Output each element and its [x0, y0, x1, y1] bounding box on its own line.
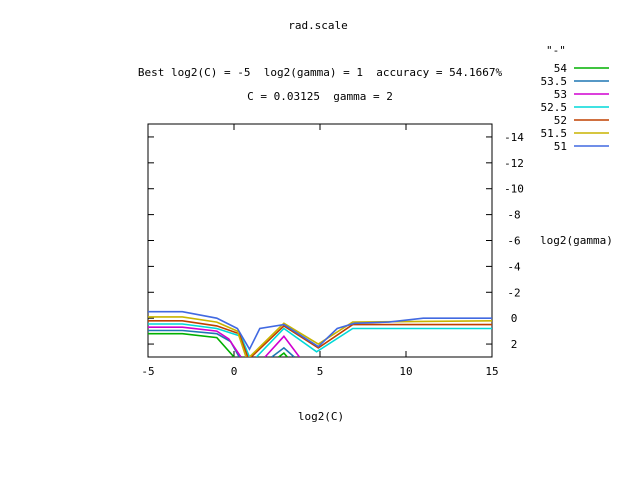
legend-label: 53	[554, 88, 567, 101]
x-axis-label: log2(C)	[297, 410, 345, 423]
y-tick-label: 2	[511, 338, 518, 351]
legend-label: 52.5	[541, 101, 568, 114]
contour-line-52.5	[255, 327, 492, 357]
contour-line-53	[148, 326, 242, 357]
chart-subtitle-best-params: Best log2(C) = -5 log2(gamma) = 1 accura…	[137, 66, 503, 79]
y-tick-label: -12	[504, 157, 524, 170]
chart-title: rad.scale	[288, 19, 348, 32]
x-tick-label: 10	[399, 365, 412, 378]
y-tick-label: -8	[507, 209, 520, 222]
contour-line-52	[250, 323, 492, 357]
y-tick-label: 0	[511, 312, 518, 325]
y-tick-label: -4	[507, 260, 521, 273]
legend-label: 51	[554, 140, 567, 153]
legend-label: 52	[554, 114, 567, 127]
y-tick-label: -14	[504, 131, 524, 144]
legend-label: 53.5	[541, 75, 568, 88]
y-tick-label: -6	[507, 235, 520, 248]
y-tick-label: -10	[504, 183, 524, 196]
contour-line-52	[148, 319, 249, 357]
x-tick-label: 0	[231, 365, 238, 378]
legend-label: 51.5	[541, 127, 568, 140]
legend-label: 54	[554, 62, 568, 75]
x-tick-label: 5	[317, 365, 324, 378]
contour-line-51	[148, 310, 492, 351]
y-axis-label: log2(gamma)	[540, 234, 613, 247]
contour-line-51.5	[148, 316, 247, 357]
contour-line-53.5	[271, 346, 295, 357]
contour-line-54	[148, 332, 235, 357]
contour-line-53	[264, 335, 301, 357]
chart-subtitle-c-gamma: C = 0.03125 gamma = 2	[247, 90, 393, 103]
contour-line-54	[278, 352, 288, 357]
y-tick-label: -2	[507, 286, 520, 299]
x-tick-label: 15	[485, 365, 498, 378]
legend-title: "-"	[546, 44, 566, 57]
contour-line-52.5	[148, 323, 251, 357]
x-tick-label: -5	[141, 365, 154, 378]
